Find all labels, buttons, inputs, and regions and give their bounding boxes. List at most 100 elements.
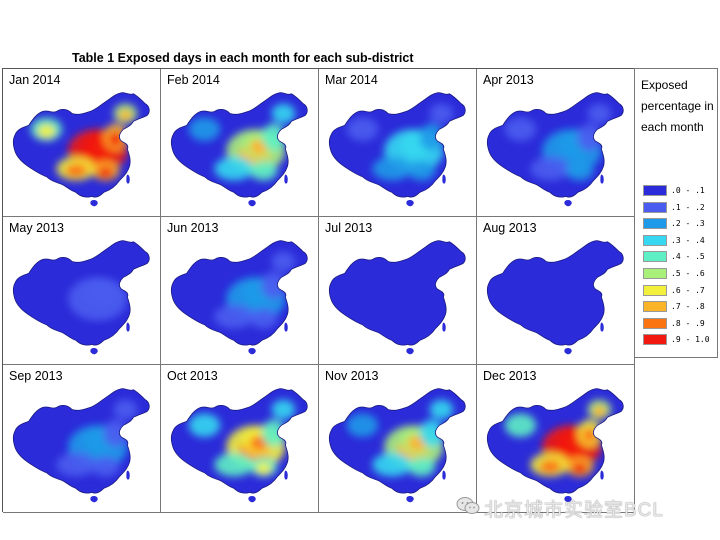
exposure-hotspot xyxy=(91,456,120,477)
legend-swatch xyxy=(643,201,667,213)
map-panel: Apr 2013 xyxy=(477,69,635,217)
exposure-hotspot xyxy=(429,399,454,420)
map-island xyxy=(248,347,256,355)
legend-item: .5 - .6 xyxy=(643,268,717,280)
exposure-hotspot xyxy=(83,279,120,307)
wechat-icon xyxy=(456,497,480,514)
exposure-hotspot xyxy=(56,452,96,477)
map-outline xyxy=(487,240,624,346)
legend-label: .8 - .9 xyxy=(671,318,705,328)
map-panel: Jun 2013 xyxy=(161,217,319,365)
exposure-hotspot xyxy=(407,160,436,181)
legend-label: .7 - .8 xyxy=(671,302,705,312)
map-outline xyxy=(171,388,308,494)
map-island xyxy=(284,322,288,332)
exposure-hotspot xyxy=(249,160,278,181)
map-island xyxy=(442,470,446,480)
exposure-hotspot xyxy=(346,413,379,438)
exposure-hotspot-core xyxy=(118,110,132,121)
china-map xyxy=(13,92,150,207)
exposure-hotspot xyxy=(188,413,221,438)
legend-label: .2 - .3 xyxy=(671,219,705,229)
exposure-hotspot xyxy=(103,419,128,447)
map-panel: Jul 2013 xyxy=(319,217,477,365)
legend-swatch xyxy=(643,185,667,196)
panel-month-label: Jun 2013 xyxy=(167,221,219,235)
map-panel: Feb 2014 xyxy=(161,69,319,217)
map-island xyxy=(564,199,572,207)
map-island xyxy=(248,495,256,503)
map-island xyxy=(90,199,98,207)
map-panel: Jan 2014 xyxy=(3,69,161,217)
panel-month-label: May 2013 xyxy=(9,221,64,235)
map-island xyxy=(564,495,572,503)
exposure-hotspot-core xyxy=(109,131,123,147)
legend-item: .7 - .8 xyxy=(643,301,717,313)
legend-label: .3 - .4 xyxy=(671,235,705,245)
map-grid: Jan 2014 Feb 2014 Mar 2014 Apr 2013 May 2013… xyxy=(2,68,635,513)
china-map xyxy=(171,92,308,207)
legend-label: .6 - .7 xyxy=(671,285,705,295)
exposure-hotspot-core xyxy=(539,460,561,474)
map-panel: Oct 2013 xyxy=(161,365,319,513)
exposure-hotspot xyxy=(346,117,379,142)
map-island xyxy=(600,322,604,332)
panel-month-label: Apr 2013 xyxy=(483,73,534,87)
exposure-hotspot xyxy=(504,413,537,438)
exposure-hotspot xyxy=(587,103,612,124)
exposure-hotspot-core xyxy=(572,463,588,475)
exposure-hotspot xyxy=(271,399,296,420)
china-map xyxy=(171,240,308,355)
map-panel: Dec 2013 xyxy=(477,365,635,513)
watermark-text: 北京城市实验室BCL xyxy=(484,500,664,521)
map-island xyxy=(90,347,98,355)
legend-item: .3 - .4 xyxy=(643,234,717,247)
map-panel: May 2013 xyxy=(3,217,161,365)
exposure-hotspot xyxy=(261,123,286,151)
map-outline xyxy=(487,92,624,198)
exposure-hotspot xyxy=(530,156,570,181)
exposure-hotspot xyxy=(214,452,254,477)
exposure-hotspot xyxy=(214,304,254,329)
exposure-hotspot xyxy=(419,419,444,447)
legend-item: .6 - .7 xyxy=(643,284,717,297)
china-map xyxy=(487,240,624,355)
exposure-hotspot xyxy=(429,103,454,124)
map-outline xyxy=(329,92,466,198)
map-base xyxy=(487,240,624,346)
map-base xyxy=(329,240,466,346)
map-panel: Nov 2013 xyxy=(319,365,477,513)
map-island xyxy=(406,495,414,503)
legend-swatch xyxy=(643,317,667,329)
map-panel: Mar 2014 xyxy=(319,69,477,217)
panel-month-label: Jan 2014 xyxy=(9,73,61,87)
china-map xyxy=(487,92,624,207)
china-map xyxy=(329,240,466,355)
exposure-hotspot xyxy=(261,419,286,447)
map-panel: Sep 2013 xyxy=(3,365,161,513)
watermark: 北京城市实验室BCL xyxy=(456,492,718,522)
panel-month-label: Dec 2013 xyxy=(483,369,537,383)
legend: Exposed percentage in each month .0 - .1… xyxy=(634,68,718,358)
exposure-hotspot xyxy=(271,103,296,124)
legend-label: .4 - .5 xyxy=(671,252,705,262)
map-outline xyxy=(329,240,466,346)
map-outline xyxy=(171,92,308,198)
legend-label: .1 - .2 xyxy=(671,202,705,212)
map-island xyxy=(406,199,414,207)
map-island xyxy=(284,174,288,184)
exposure-hotspot xyxy=(407,456,436,477)
exposure-hotspot xyxy=(504,117,537,142)
map-panel: Aug 2013 xyxy=(477,217,635,365)
exposure-hotspot xyxy=(188,117,221,142)
map-outline xyxy=(329,388,466,494)
legend-swatch xyxy=(643,218,667,230)
exposure-hotspot xyxy=(271,251,296,272)
legend-item: .1 - .2 xyxy=(643,201,717,214)
exposure-hotspot xyxy=(214,156,254,181)
map-island xyxy=(90,495,98,503)
exposure-hotspot-core xyxy=(583,427,597,443)
exposure-hotspot xyxy=(419,123,444,151)
panel-month-label: Aug 2013 xyxy=(483,221,537,235)
legend-item: .2 - .3 xyxy=(643,218,717,230)
